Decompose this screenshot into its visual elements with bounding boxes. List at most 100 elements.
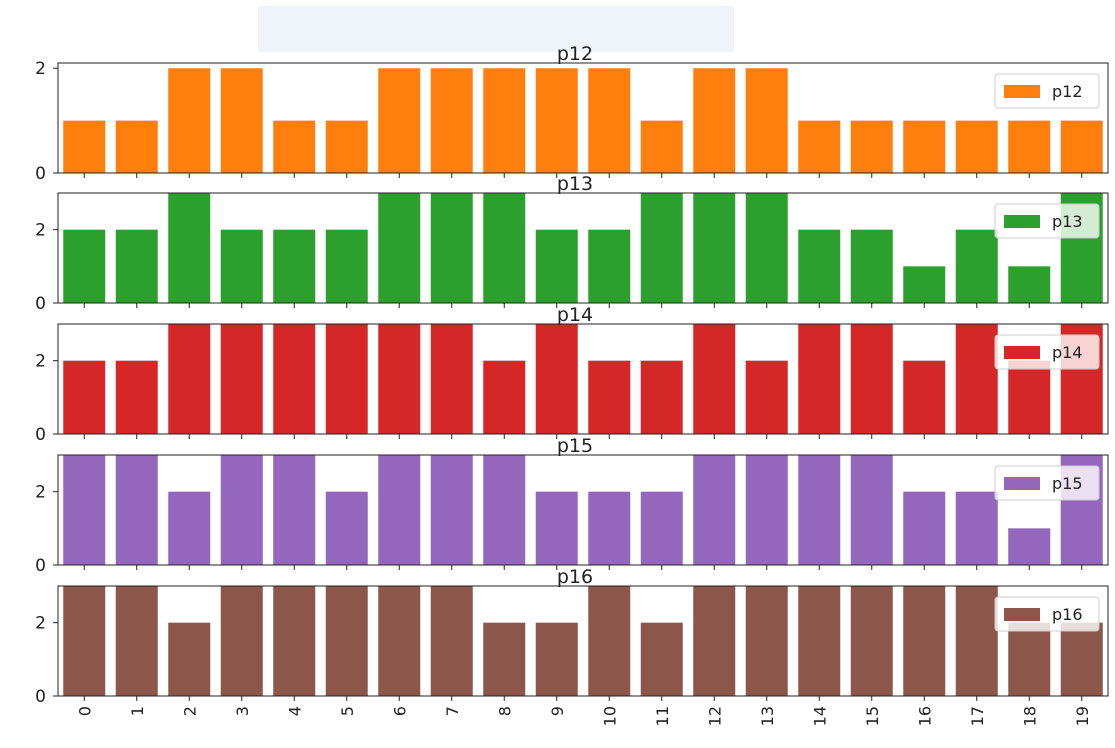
legend-swatch: [1004, 608, 1040, 621]
bar-p12-5: [325, 120, 368, 173]
ytick-label: 2: [35, 614, 46, 634]
bar-p14-4: [273, 324, 316, 434]
bar-p14-7: [430, 324, 473, 434]
bar-p15-4: [273, 455, 316, 565]
bar-p15-6: [378, 455, 421, 565]
bar-p15-15: [850, 455, 893, 565]
bar-p14-9: [535, 324, 578, 434]
bar-p16-7: [430, 586, 473, 696]
xtick-label: 2: [180, 706, 199, 716]
bar-p13-3: [220, 229, 263, 303]
legend-swatch: [1004, 215, 1040, 228]
bar-p13-10: [588, 229, 631, 303]
ytick-label: 2: [35, 59, 46, 79]
bar-p13-18: [1008, 266, 1051, 303]
axes-frame-p13: [57, 192, 1109, 304]
bar-p12-15: [850, 120, 893, 173]
bar-p12-11: [640, 120, 683, 173]
bar-p12-8: [483, 68, 526, 173]
legend-label: p15: [1052, 474, 1083, 493]
bar-p16-17: [955, 586, 998, 696]
bar-p15-14: [798, 455, 841, 565]
bar-p13-0: [63, 229, 106, 303]
bar-p14-3: [220, 324, 263, 434]
ytick-label: 2: [35, 221, 46, 241]
bar-p14-18: [1008, 360, 1051, 434]
legend-box: [994, 203, 1100, 239]
bar-p12-3: [220, 68, 263, 173]
subplot-p13: 0 2 p13 p13: [35, 173, 1109, 314]
bar-p15-3: [220, 455, 263, 565]
bar-p12-7: [430, 68, 473, 173]
bar-p14-13: [745, 360, 788, 434]
xtick-label: 16: [915, 706, 934, 726]
subplot-p14: 0 2 p14 p14: [35, 304, 1109, 445]
bar-p13-12: [693, 193, 736, 303]
bar-p16-9: [535, 622, 578, 696]
axes-frame-p16: [57, 585, 1109, 697]
bar-p14-16: [903, 360, 946, 434]
subplot-title: p13: [557, 173, 593, 195]
bar-p13-6: [378, 193, 421, 303]
bar-p12-14: [798, 120, 841, 173]
xtick-label: 10: [600, 706, 619, 726]
xtick-label: 17: [968, 706, 987, 726]
bar-p16-10: [588, 586, 631, 696]
bar-p14-1: [115, 360, 158, 434]
bar-p13-9: [535, 229, 578, 303]
bar-p15-17: [955, 491, 998, 565]
bar-p15-1: [115, 455, 158, 565]
legend-box: [994, 596, 1100, 632]
bar-p12-0: [63, 120, 106, 173]
bar-p15-12: [693, 455, 736, 565]
xtick-label: 14: [810, 706, 829, 726]
bar-p15-11: [640, 491, 683, 565]
bar-p12-17: [955, 120, 998, 173]
bar-p14-5: [325, 324, 368, 434]
axes-frame-p12: [57, 62, 1109, 174]
subplot-title: p14: [557, 304, 593, 326]
bar-p13-14: [798, 229, 841, 303]
legend-label: p14: [1052, 343, 1083, 362]
bar-p15-2: [168, 491, 211, 565]
xtick-label: 3: [233, 706, 252, 716]
bar-p13-11: [640, 193, 683, 303]
xtick-label: 4: [285, 706, 304, 716]
bar-p12-9: [535, 68, 578, 173]
xtick-label: 19: [1073, 706, 1092, 726]
bar-p15-9: [535, 491, 578, 565]
bar-p16-12: [693, 586, 736, 696]
bar-p15-0: [63, 455, 106, 565]
bar-p12-12: [693, 68, 736, 173]
bar-p14-11: [640, 360, 683, 434]
ytick-label: 2: [35, 483, 46, 503]
legend-label: p12: [1052, 82, 1083, 101]
bar-p16-2: [168, 622, 211, 696]
legend-swatch: [1004, 85, 1040, 98]
bar-p16-13: [745, 586, 788, 696]
legend-swatch: [1004, 477, 1040, 490]
bar-p15-10: [588, 491, 631, 565]
bar-p15-18: [1008, 528, 1051, 565]
bar-p14-14: [798, 324, 841, 434]
legend-swatch: [1004, 346, 1040, 359]
bar-p14-10: [588, 360, 631, 434]
bar-p12-18: [1008, 120, 1051, 173]
bar-p16-0: [63, 586, 106, 696]
legend-label: p13: [1052, 212, 1083, 231]
bar-p12-1: [115, 120, 158, 173]
legend-box: [994, 334, 1100, 370]
ytick-label: 0: [35, 687, 46, 707]
legend-box: [994, 465, 1100, 501]
bar-p16-19: [1060, 622, 1103, 696]
ytick-label: 0: [35, 556, 46, 576]
xtick-label: 18: [1020, 706, 1039, 726]
bar-p12-2: [168, 68, 211, 173]
subplot-title: p12: [557, 43, 593, 65]
bar-p13-16: [903, 266, 946, 303]
bar-p15-13: [745, 455, 788, 565]
xtick-label: 0: [75, 706, 94, 716]
ytick-label: 0: [35, 164, 46, 184]
subplot-title: p15: [557, 435, 593, 457]
axes-frame-p15: [57, 454, 1109, 566]
